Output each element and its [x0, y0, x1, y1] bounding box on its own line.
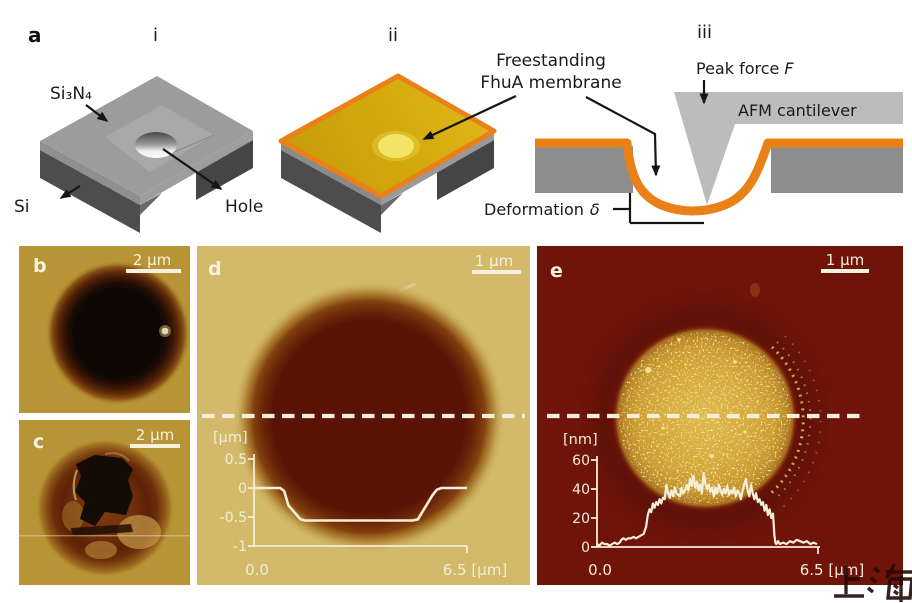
- si-arrow: [59, 185, 81, 199]
- scale-bar: [821, 269, 869, 273]
- peak-force-label: Peak force F: [696, 59, 794, 78]
- panel-e-afm-image: [nm] 60 40 20 0 0.0 6.5 [µm] 1 µm e: [537, 246, 903, 585]
- step-i-label: i: [153, 25, 158, 46]
- step-iii-label: iii: [697, 22, 712, 43]
- afm-cantilever-shape: [674, 92, 903, 205]
- bright-specks: [645, 338, 747, 458]
- annotation-arrows: [59, 80, 709, 199]
- y-tick: 0: [238, 481, 247, 497]
- bright-particle-core: [161, 327, 169, 335]
- height-profile-line-e: [596, 472, 818, 547]
- hole-label: Hole: [225, 197, 263, 217]
- panel-a-label: a: [28, 23, 42, 47]
- membrane-cross-section: [535, 138, 903, 216]
- height-profile-line-d: [254, 486, 467, 522]
- y-tick: 60: [572, 453, 590, 469]
- ruptured-black-region: [75, 455, 133, 526]
- panel-e-label: e: [550, 260, 563, 282]
- tan-patch: [85, 541, 117, 559]
- y-tick: -1: [233, 539, 247, 555]
- watermark-strokes: [834, 563, 912, 602]
- height-profile-inset: [nm] 60 40 20 0 0.0 6.5 [µm]: [563, 432, 864, 579]
- scale-bar-label: 2 µm: [133, 251, 171, 269]
- panel-b-label: b: [33, 255, 47, 277]
- dark-band: [71, 524, 133, 536]
- x-start-label: 0.0: [588, 561, 612, 579]
- watermark: [834, 563, 912, 602]
- height-profile-inset: [µm] 0.5 0 -0.5 -1 0.0 6.5 [µm]: [213, 430, 507, 579]
- y-tick: 0.5: [225, 452, 247, 468]
- step-ii-label: ii: [388, 25, 398, 46]
- scale-bar: [126, 269, 181, 273]
- schematic-ii-chip-membrane: [278, 73, 497, 233]
- scale-bar-label: 2 µm: [136, 426, 174, 444]
- y-tick: 40: [572, 482, 590, 498]
- debris-arc: [768, 335, 822, 509]
- faint-smudge: [750, 283, 760, 297]
- speckle-texture: [619, 332, 791, 504]
- hole-arrow: [162, 148, 223, 190]
- si3n4-arrow: [85, 104, 109, 122]
- membrane-arrow-right: [585, 96, 661, 177]
- scale-bar-label: 1 µm: [475, 252, 513, 270]
- panel-c-label: c: [33, 431, 44, 453]
- membrane-arrow-left: [422, 95, 517, 140]
- tan-patch: [62, 501, 84, 531]
- y-axis-unit: [nm]: [563, 432, 598, 448]
- x-end-label: 6.5 [µm]: [800, 561, 864, 579]
- afm-cantilever-label: AFM cantilever: [738, 101, 857, 120]
- highlight-arc: [104, 452, 130, 462]
- scan-line-artifact: [19, 535, 190, 537]
- highlight-arc: [72, 469, 79, 501]
- deformation-bracket: [613, 193, 704, 225]
- y-tick: 0: [581, 540, 590, 556]
- schematic-i-chip: [40, 76, 253, 233]
- tan-patch: [117, 515, 161, 549]
- schematic-iii-cross-section: [535, 92, 903, 225]
- si3n4-label: Si₃N₄: [50, 84, 92, 104]
- hole-dark-circle: [40, 255, 190, 411]
- panel-a-schematics: a i ii iii Si₃N₄ Si Hole Freestanding Fh…: [14, 22, 903, 233]
- panel-c-afm-image: 2 µm c: [19, 420, 190, 585]
- deformation-label: Deformation δ: [484, 200, 600, 219]
- membrane-annotation-line1: Freestanding: [496, 51, 606, 71]
- y-tick: 20: [572, 511, 590, 527]
- panel-b-afm-image: 2 µm b: [19, 246, 190, 413]
- y-axis-unit: [µm]: [213, 430, 248, 446]
- y-tick: -0.5: [220, 510, 247, 526]
- x-start-label: 0.0: [245, 561, 269, 579]
- x-end-label: 6.5 [µm]: [443, 561, 507, 579]
- si-label: Si: [14, 197, 30, 217]
- panel-d-label: d: [208, 258, 222, 280]
- scale-bar: [130, 444, 180, 448]
- membrane-annotation-line2: FhuA membrane: [480, 73, 621, 93]
- scale-bar-label: 1 µm: [826, 251, 864, 269]
- panel-d-afm-image: [µm] 0.5 0 -0.5 -1 0.0 6.5 [µm] 1 µm d: [197, 246, 530, 585]
- scale-bar: [472, 270, 521, 274]
